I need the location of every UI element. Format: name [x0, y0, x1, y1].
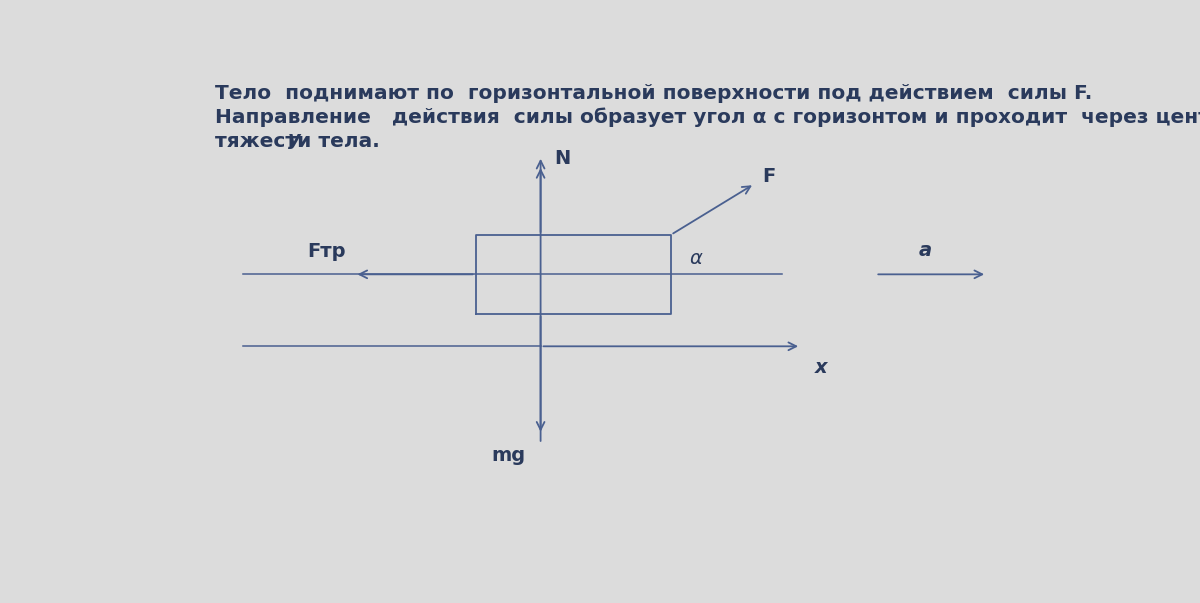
Text: x: x — [815, 358, 828, 377]
Text: mg: mg — [491, 446, 526, 465]
Text: Направление   действия  силы образует угол α с горизонтом и проходит  через цент: Направление действия силы образует угол … — [215, 107, 1200, 127]
Text: a: a — [919, 241, 932, 260]
Text: F: F — [762, 167, 775, 186]
Text: тяжести тела.: тяжести тела. — [215, 132, 380, 151]
Text: α: α — [689, 248, 702, 268]
Text: Fтр: Fтр — [307, 242, 346, 260]
Text: N: N — [554, 148, 571, 168]
Text: y: y — [288, 130, 300, 149]
Text: Тело  поднимают по  горизонтальной поверхности под действием  силы F.: Тело поднимают по горизонтальной поверхн… — [215, 84, 1092, 103]
